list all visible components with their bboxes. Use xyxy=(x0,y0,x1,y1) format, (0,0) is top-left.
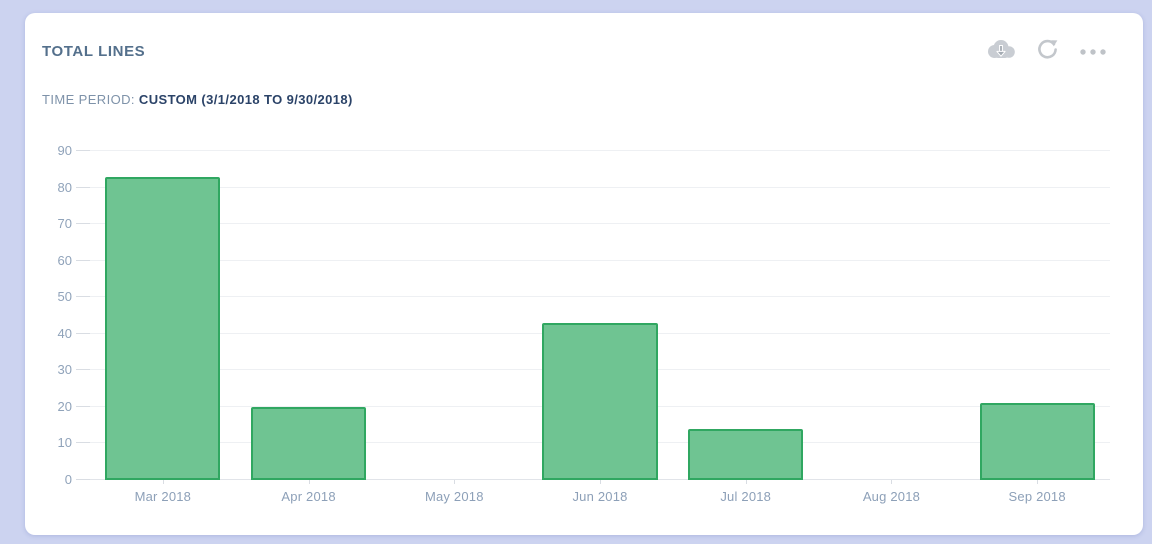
y-tick-label-60: 60 xyxy=(57,252,72,268)
refresh-icon xyxy=(1035,37,1060,65)
y-tick-label-50: 50 xyxy=(57,289,72,305)
x-tick-label: Apr 2018 xyxy=(281,489,336,504)
y-tick-label-90: 90 xyxy=(57,143,72,158)
y-tick-mark xyxy=(76,223,90,225)
x-axis-labels: Mar 2018 Apr 2018 May 2018 Jun 2018 Jul 2018… xyxy=(90,480,1110,504)
bar-apr-2018[interactable] xyxy=(251,406,367,480)
x-tick-label: Aug 2018 xyxy=(862,489,921,504)
cloud-download-icon xyxy=(985,38,1016,64)
x-axis-label-may-2018: May 2018 xyxy=(381,480,527,504)
x-tick-mark xyxy=(891,480,893,484)
gridline-50: 50 xyxy=(58,289,1110,304)
y-tick-label-70: 70 xyxy=(57,216,72,232)
x-tick-label: Jul 2018 xyxy=(720,489,772,504)
card-header: TOTAL LINES xyxy=(25,13,1143,65)
bar-sep-2018[interactable] xyxy=(979,403,1095,480)
x-axis-label-aug-2018: Aug 2018 xyxy=(819,480,965,504)
more-options-icon xyxy=(1079,44,1107,59)
x-tick-label: May 2018 xyxy=(424,489,484,504)
bar-cell-may-2018 xyxy=(381,151,527,480)
y-tick-mark xyxy=(76,259,90,261)
y-tick-label-20: 20 xyxy=(57,398,72,414)
y-tick-mark xyxy=(76,405,90,407)
gridline-80: 80 xyxy=(58,180,1110,195)
refresh-button[interactable] xyxy=(1035,37,1060,65)
toolbar xyxy=(985,37,1107,65)
x-tick-mark xyxy=(745,480,747,484)
bar-cell-apr-2018 xyxy=(236,151,382,480)
bar-jun-2018[interactable] xyxy=(542,322,658,480)
x-axis-label-mar-2018: Mar 2018 xyxy=(90,480,236,504)
y-tick-label-30: 30 xyxy=(57,362,72,378)
download-button[interactable] xyxy=(985,38,1016,64)
time-period-label: TIME PERIOD: xyxy=(42,92,135,107)
x-tick-mark xyxy=(600,480,602,484)
bar-jul-2018[interactable] xyxy=(688,428,804,480)
bar-cell-mar-2018 xyxy=(90,151,236,480)
x-tick-mark xyxy=(162,480,164,484)
total-lines-card: TOTAL LINES xyxy=(25,13,1143,535)
x-axis-label-jun-2018: Jun 2018 xyxy=(527,480,673,504)
more-options-button[interactable] xyxy=(1079,44,1107,59)
y-tick-mark xyxy=(76,296,90,298)
x-tick-mark xyxy=(1037,480,1039,484)
plot-area: 0 10 20 30 40 50 60 70 80 90 xyxy=(58,143,1110,487)
x-tick-label: Jun 2018 xyxy=(572,489,628,504)
x-tick-label: Sep 2018 xyxy=(1008,489,1066,504)
time-period: TIME PERIOD: CUSTOM (3/1/2018 TO 9/30/201… xyxy=(25,92,1143,107)
y-tick-mark xyxy=(76,150,90,151)
y-tick-mark xyxy=(76,186,90,188)
x-tick-mark xyxy=(454,480,456,484)
y-tick-label-40: 40 xyxy=(57,325,72,341)
x-axis-label-jul-2018: Jul 2018 xyxy=(673,480,819,504)
x-axis-label-apr-2018: Apr 2018 xyxy=(236,480,382,504)
bar-cell-jul-2018 xyxy=(673,151,819,480)
bar-mar-2018[interactable] xyxy=(105,176,221,480)
x-tick-label: Mar 2018 xyxy=(134,489,192,504)
bar-cell-jun-2018 xyxy=(527,151,673,480)
bars-row xyxy=(90,151,1110,480)
y-tick-label-0: 0 xyxy=(64,472,72,487)
bar-cell-aug-2018 xyxy=(819,151,965,480)
y-tick-label-80: 80 xyxy=(57,179,72,195)
y-tick-mark xyxy=(76,442,90,444)
y-tick-mark xyxy=(76,369,90,371)
gridline-60: 60 xyxy=(58,253,1110,268)
gridline-90: 90 xyxy=(58,143,1110,158)
page-title: TOTAL LINES xyxy=(42,42,146,60)
y-tick-label-10: 10 xyxy=(57,435,72,451)
time-period-value: CUSTOM (3/1/2018 TO 9/30/2018) xyxy=(138,92,353,107)
y-tick-mark xyxy=(76,479,90,480)
x-tick-mark xyxy=(308,480,310,484)
y-tick-mark xyxy=(76,332,90,334)
gridline-70: 70 xyxy=(58,216,1110,231)
x-axis-label-sep-2018: Sep 2018 xyxy=(964,480,1110,504)
bar-cell-sep-2018 xyxy=(964,151,1110,480)
